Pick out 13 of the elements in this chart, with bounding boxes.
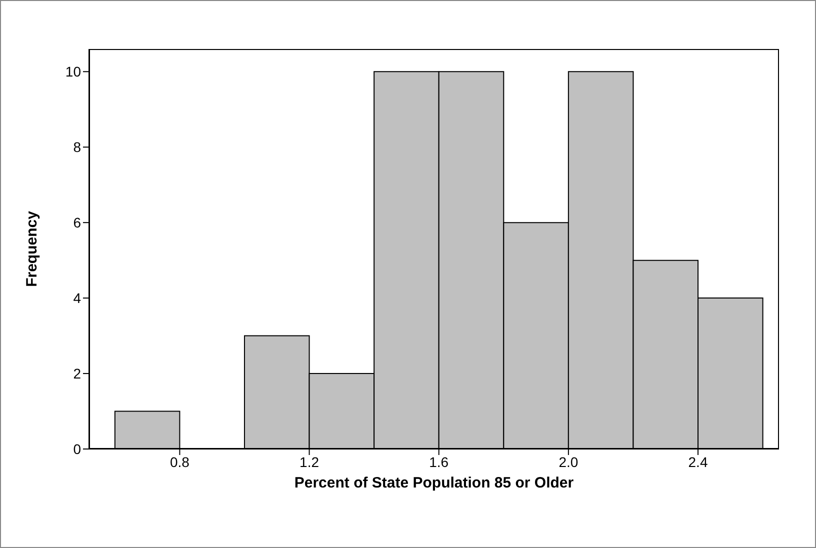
x-tick-label: 1.6: [429, 454, 449, 470]
x-tick-label: 2.0: [558, 454, 578, 470]
x-tick-label: 1.2: [300, 454, 320, 470]
y-tick-label: 0: [73, 440, 82, 457]
x-axis-title: Percent of State Population 85 or Older: [294, 474, 574, 492]
y-tick-label: 2: [73, 366, 82, 382]
y-tick-label: 6: [73, 214, 82, 231]
y-axis-title: Frequency: [23, 210, 40, 287]
x-tick-label: 2.4: [688, 454, 708, 470]
y-tick-label: 10: [65, 64, 82, 80]
x-tick-label: 0.8: [170, 454, 190, 470]
y-tick-label: 8: [73, 139, 82, 156]
y-tick-label: 4: [73, 290, 82, 306]
